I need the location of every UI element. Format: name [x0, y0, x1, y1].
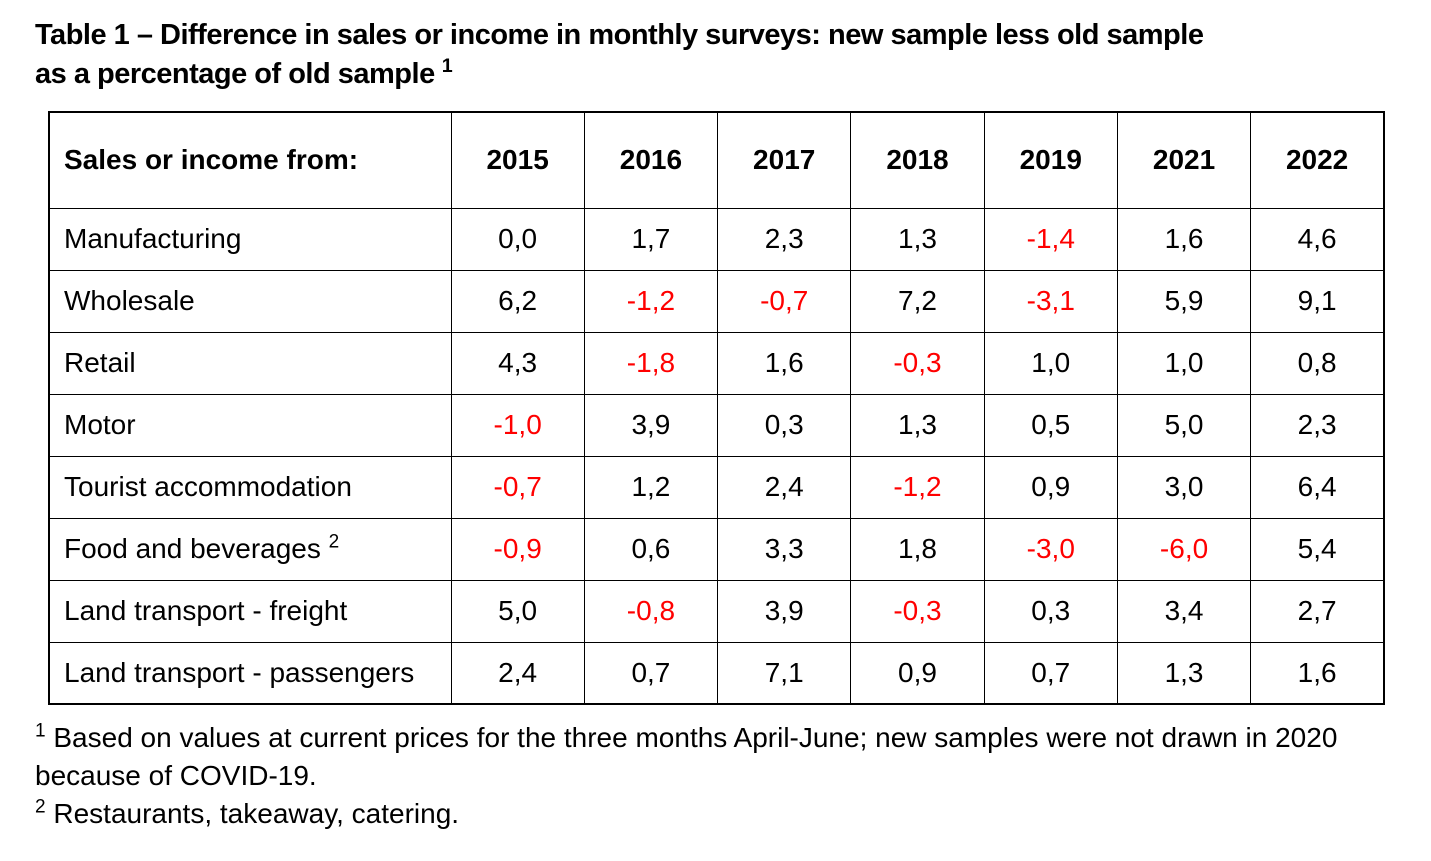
- value-cell: 5,4: [1250, 517, 1385, 581]
- value-cell: 6,4: [1250, 455, 1385, 519]
- footnote-1-superscript: 1: [35, 720, 46, 742]
- value-cell: 0,3: [983, 579, 1118, 643]
- header-row: Sales or income from: 2015 2016 2017 201…: [48, 111, 1385, 209]
- footnote-2-superscript: 2: [35, 796, 46, 818]
- header-year-2021: 2021: [1116, 111, 1252, 209]
- value-cell: -3,0: [983, 517, 1118, 581]
- footnote-2-text: Restaurants, takeaway, catering.: [53, 798, 460, 829]
- table-head: Sales or income from: 2015 2016 2017 201…: [48, 111, 1385, 209]
- header-year-2018: 2018: [850, 111, 985, 209]
- title-superscript: 1: [441, 55, 453, 78]
- value-cell: 3,9: [583, 393, 719, 457]
- value-cell: 1,6: [1250, 641, 1385, 705]
- value-cell: -1,2: [850, 455, 985, 519]
- value-cell: 3,0: [1116, 455, 1252, 519]
- value-cell: -0,7: [450, 455, 585, 519]
- value-cell: 5,9: [1116, 269, 1252, 333]
- row-label: Wholesale: [48, 269, 452, 333]
- value-cell: 3,3: [717, 517, 852, 581]
- value-cell: 0,7: [583, 641, 719, 705]
- table-row: Land transport - freight 5,0 -0,8 3,9 -0,3 0,…: [48, 579, 1385, 643]
- value-cell: 6,2: [450, 269, 585, 333]
- value-cell: 5,0: [450, 579, 585, 643]
- value-cell: -0,8: [583, 579, 719, 643]
- value-cell: 4,6: [1250, 207, 1385, 271]
- title-line-1: Table 1 – Difference in sales or income …: [35, 19, 1204, 51]
- value-cell: 0,8: [1250, 331, 1385, 395]
- value-cell: 0,5: [983, 393, 1118, 457]
- value-cell: 7,2: [850, 269, 985, 333]
- value-cell: 5,0: [1116, 393, 1252, 457]
- table-body: Manufacturing 0,0 1,7 2,3 1,3 -1,4 1,6 4,6 Whole…: [48, 207, 1385, 705]
- value-cell: 1,3: [850, 207, 985, 271]
- value-cell: 2,4: [450, 641, 585, 705]
- row-label: Motor: [48, 393, 452, 457]
- header-year-2017: 2017: [717, 111, 852, 209]
- table-row: Motor -1,0 3,9 0,3 1,3 0,5 5,0 2,3: [48, 393, 1385, 457]
- value-cell: -1,8: [583, 331, 719, 395]
- value-cell: 3,9: [717, 579, 852, 643]
- value-cell: -0,9: [450, 517, 585, 581]
- value-cell: 9,1: [1250, 269, 1385, 333]
- value-cell: 1,3: [850, 393, 985, 457]
- value-cell: 0,6: [583, 517, 719, 581]
- table-row: Land transport - passengers 2,4 0,7 7,1 0,9 0…: [48, 641, 1385, 705]
- header-year-2022: 2022: [1250, 111, 1385, 209]
- value-cell: 1,6: [717, 331, 852, 395]
- row-label: Retail: [48, 331, 452, 395]
- value-cell: -1,2: [583, 269, 719, 333]
- row-label: Tourist accommodation: [48, 455, 452, 519]
- value-cell: 2,3: [1250, 393, 1385, 457]
- value-cell: 1,3: [1116, 641, 1252, 705]
- value-cell: -0,3: [850, 579, 985, 643]
- value-cell: 4,3: [450, 331, 585, 395]
- table-row: Retail 4,3 -1,8 1,6 -0,3 1,0 1,0 0,8: [48, 331, 1385, 395]
- value-cell: 0,0: [450, 207, 585, 271]
- footnotes: 1 Based on values at current prices for …: [35, 719, 1355, 833]
- row-label: Land transport - passengers: [48, 641, 452, 705]
- value-cell: -1,4: [983, 207, 1118, 271]
- table-title: Table 1 – Difference in sales or income …: [0, 0, 1431, 94]
- value-cell: 1,8: [850, 517, 985, 581]
- row-label: Food and beverages 2: [48, 517, 452, 581]
- value-cell: -0,3: [850, 331, 985, 395]
- value-cell: 2,7: [1250, 579, 1385, 643]
- value-cell: -3,1: [983, 269, 1118, 333]
- title-line-2: as a percentage of old sample: [35, 58, 435, 90]
- table-row: Tourist accommodation -0,7 1,2 2,4 -1,2 0,9 3,…: [48, 455, 1385, 519]
- table-row: Manufacturing 0,0 1,7 2,3 1,3 -1,4 1,6 4,6: [48, 207, 1385, 271]
- value-cell: 3,4: [1116, 579, 1252, 643]
- footnote-1-text: Based on values at current prices for th…: [35, 722, 1338, 791]
- value-cell: 1,6: [1116, 207, 1252, 271]
- table-row: Food and beverages 2 -0,9 0,6 3,3 1,8 -3,0 -6,…: [48, 517, 1385, 581]
- header-label: Sales or income from:: [48, 111, 452, 209]
- value-cell: 7,1: [717, 641, 852, 705]
- header-year-2016: 2016: [583, 111, 719, 209]
- value-cell: 2,4: [717, 455, 852, 519]
- value-cell: -0,7: [717, 269, 852, 333]
- value-cell: 1,0: [983, 331, 1118, 395]
- value-cell: 2,3: [717, 207, 852, 271]
- table-row: Wholesale 6,2 -1,2 -0,7 7,2 -3,1 5,9 9,1: [48, 269, 1385, 333]
- value-cell: 0,9: [983, 455, 1118, 519]
- value-cell: 1,7: [583, 207, 719, 271]
- header-year-2019: 2019: [983, 111, 1118, 209]
- value-cell: -6,0: [1116, 517, 1252, 581]
- row-label-superscript: 2: [328, 531, 340, 553]
- row-label: Land transport - freight: [48, 579, 452, 643]
- footnote-2: 2 Restaurants, takeaway, catering.: [35, 795, 1355, 833]
- footnote-1: 1 Based on values at current prices for …: [35, 719, 1355, 795]
- value-cell: 1,0: [1116, 331, 1252, 395]
- data-table: Sales or income from: 2015 2016 2017 201…: [48, 111, 1385, 705]
- value-cell: 0,3: [717, 393, 852, 457]
- value-cell: 0,7: [983, 641, 1118, 705]
- value-cell: 1,2: [583, 455, 719, 519]
- value-cell: -1,0: [450, 393, 585, 457]
- header-year-2015: 2015: [450, 111, 585, 209]
- value-cell: 0,9: [850, 641, 985, 705]
- row-label: Manufacturing: [48, 207, 452, 271]
